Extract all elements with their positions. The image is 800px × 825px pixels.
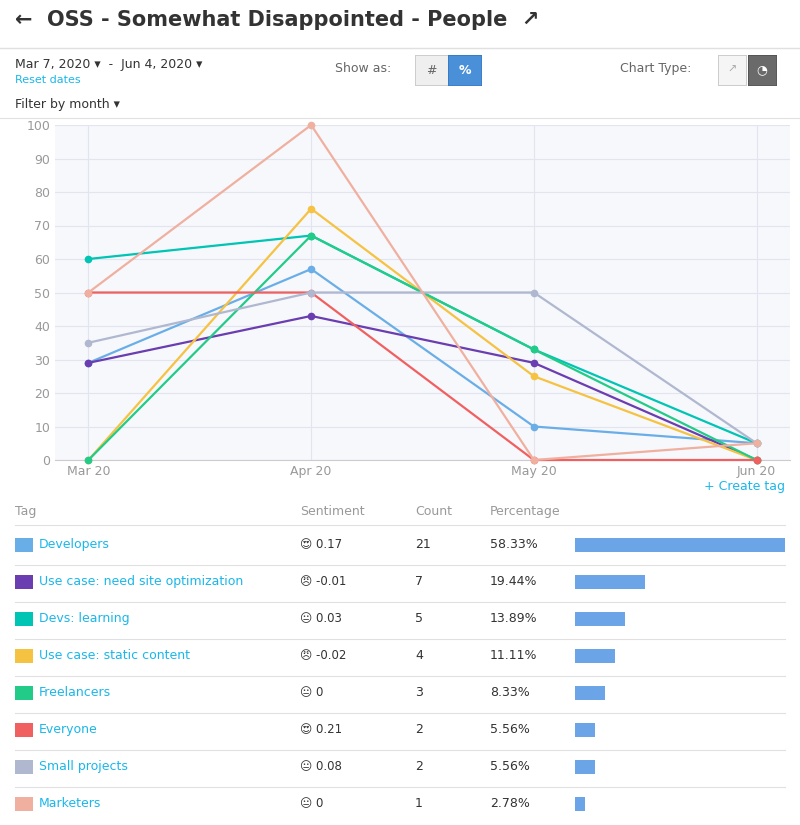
Text: 5.56%: 5.56% [490, 760, 530, 773]
Text: Sentiment: Sentiment [300, 505, 365, 518]
Text: 😐 0: 😐 0 [300, 686, 323, 699]
Text: Percentage: Percentage [490, 505, 561, 518]
Text: Filter by month ▾: Filter by month ▾ [15, 98, 120, 111]
Text: Chart Type:: Chart Type: [620, 62, 691, 75]
Text: Small projects: Small projects [39, 760, 128, 773]
Text: Everyone: Everyone [39, 724, 98, 736]
Text: #: # [426, 64, 437, 77]
Text: 😠 -0.01: 😠 -0.01 [300, 575, 346, 588]
Text: Reset dates: Reset dates [15, 75, 81, 85]
Text: 5: 5 [415, 612, 423, 625]
Text: %: % [458, 64, 470, 77]
Text: 5.56%: 5.56% [490, 724, 530, 736]
Text: Mar 7, 2020 ▾  -  Jun 4, 2020 ▾: Mar 7, 2020 ▾ - Jun 4, 2020 ▾ [15, 58, 202, 71]
Text: 1: 1 [415, 797, 423, 810]
Text: 13.89%: 13.89% [490, 612, 538, 625]
Text: Use case: static content: Use case: static content [39, 649, 190, 662]
Text: 8.33%: 8.33% [490, 686, 530, 699]
Text: ←  OSS - Somewhat Disappointed - People  ↗: ← OSS - Somewhat Disappointed - People ↗ [15, 10, 539, 30]
Text: 😍 0.21: 😍 0.21 [300, 724, 342, 736]
Text: Use case: need site optimization: Use case: need site optimization [39, 575, 243, 588]
Text: 7: 7 [415, 575, 423, 588]
Text: 2.78%: 2.78% [490, 797, 530, 810]
Text: 😐 0.08: 😐 0.08 [300, 760, 342, 773]
Text: 19.44%: 19.44% [490, 575, 538, 588]
Text: 😠 -0.02: 😠 -0.02 [300, 649, 346, 662]
Text: Developers: Developers [39, 538, 110, 551]
Text: 58.33%: 58.33% [490, 538, 538, 551]
Text: 😐 0.03: 😐 0.03 [300, 612, 342, 625]
Text: 2: 2 [415, 760, 423, 773]
Text: Count: Count [415, 505, 452, 518]
Text: 4: 4 [415, 649, 423, 662]
Text: 3: 3 [415, 686, 423, 699]
Text: Devs: learning: Devs: learning [39, 612, 130, 625]
Text: ↗: ↗ [727, 65, 737, 75]
Text: ◔: ◔ [757, 64, 767, 77]
Text: Freelancers: Freelancers [39, 686, 111, 699]
Text: Marketers: Marketers [39, 797, 102, 810]
Text: 2: 2 [415, 724, 423, 736]
Text: Show as:: Show as: [335, 62, 391, 75]
Text: 11.11%: 11.11% [490, 649, 538, 662]
Text: Tag: Tag [15, 505, 36, 518]
Text: + Create tag: + Create tag [704, 480, 785, 493]
Text: 21: 21 [415, 538, 430, 551]
Text: 😍 0.17: 😍 0.17 [300, 538, 342, 551]
Text: 😐 0: 😐 0 [300, 797, 323, 810]
